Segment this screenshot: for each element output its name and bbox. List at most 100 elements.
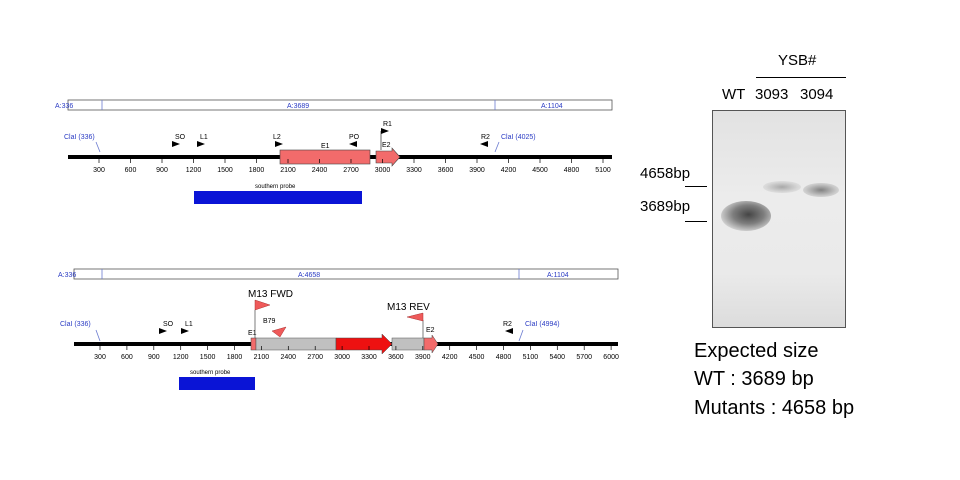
primer-r1 <box>381 128 389 134</box>
probe-bar <box>179 377 255 390</box>
clal-label-left: ClaI (336) <box>60 321 91 328</box>
primer-s0-label: SO <box>163 321 174 328</box>
size-marker-lower: 3689bp <box>640 198 691 215</box>
scale-tick-label: 3300 <box>406 167 422 174</box>
scale-tick-label: 1800 <box>227 354 243 361</box>
primer-s0 <box>159 328 167 334</box>
scale-tick-label: 2400 <box>281 354 297 361</box>
lane-label-3094: 3094 <box>800 86 834 103</box>
segment-bar <box>67 99 613 111</box>
scale-tick-label: 4200 <box>501 167 517 174</box>
band-wt <box>721 201 771 231</box>
size-marker-upper: 4658bp <box>640 165 691 182</box>
lane-label-wt: WT <box>722 86 746 103</box>
scale-tick-label: 4500 <box>532 167 548 174</box>
exon1-label: E1 <box>248 330 257 337</box>
segment-label-right: A:1104 <box>541 103 563 110</box>
scale-tick-label: 5400 <box>550 354 566 361</box>
scale-tick-label: 5100 <box>523 354 539 361</box>
scale-tick-label: 600 <box>121 354 133 361</box>
clal-label-left: ClaI (336) <box>64 134 95 141</box>
scale-tick-label: 4800 <box>496 354 512 361</box>
segment-label-left: A:336 <box>55 103 73 110</box>
scale-tick-label: 5100 <box>595 167 611 174</box>
scale-tick-label: 1500 <box>200 354 216 361</box>
primer-l2 <box>275 141 283 147</box>
expected-size-mutants: Mutants : 4658 bp <box>694 397 855 419</box>
probe-label: southern probe <box>190 370 231 376</box>
scale-tick-label: 2400 <box>312 167 328 174</box>
primer-p0-label: PO <box>349 134 360 141</box>
primer-r2-label: R2 <box>503 321 512 328</box>
cassette-right <box>391 337 425 351</box>
primer-m13rev-label: M13 REV <box>387 302 430 313</box>
primer-l1-label: L1 <box>185 321 193 328</box>
scale-tick-label: 1200 <box>173 354 189 361</box>
expected-size-wt: WT : 3689 bp <box>694 368 814 390</box>
scale-tick-label: 1200 <box>186 167 202 174</box>
scale-tick-label: 2100 <box>254 354 270 361</box>
primer-l1-label: L1 <box>200 134 208 141</box>
scale-tick-label: 1800 <box>249 167 265 174</box>
primer-r2-label: R2 <box>481 134 490 141</box>
clal-label-right: ClaI (4025) <box>501 134 536 141</box>
segment-bar <box>73 268 619 280</box>
probe-label: southern probe <box>255 184 296 190</box>
probe-bar <box>194 191 362 204</box>
southern-blot-image <box>712 110 846 328</box>
mutant-ticks: 300 600 900 1200 1500 1800 2100 2400 2700 3000 330… <box>94 346 619 361</box>
scale-tick-label: 900 <box>156 167 168 174</box>
scale-tick-label: 1500 <box>217 167 233 174</box>
primer-r2 <box>505 328 513 334</box>
scale-tick-label: 3900 <box>469 167 485 174</box>
segment-label-left: A:336 <box>58 272 76 279</box>
exon2-arrow <box>375 147 401 167</box>
size-marker-lower-tick <box>685 221 707 222</box>
scale-tick-label: 3900 <box>415 354 431 361</box>
scale-tick-label: 6000 <box>603 354 619 361</box>
scale-tick-label: 3000 <box>375 167 391 174</box>
primer-l1 <box>197 141 205 147</box>
band-3094 <box>803 183 839 197</box>
scale-tick-label: 2700 <box>343 167 359 174</box>
primer-b79 <box>271 326 287 338</box>
primer-p0 <box>349 141 357 147</box>
clal-label-right: ClaI (4994) <box>525 321 560 328</box>
scale-tick-label: 300 <box>93 167 105 174</box>
primer-b79-label: B79 <box>263 318 276 325</box>
expected-size-title: Expected size <box>694 340 819 362</box>
primer-r2 <box>480 141 488 147</box>
lane-label-3093: 3093 <box>755 86 789 103</box>
primer-s0 <box>172 141 180 147</box>
exon2-label: E2 <box>426 327 435 334</box>
scale-tick-label: 900 <box>148 354 160 361</box>
cassette-left <box>255 337 337 351</box>
primer-m13rev-flag <box>406 312 424 322</box>
primer-s0-label: SO <box>175 134 186 141</box>
scale-tick-label: 4800 <box>564 167 580 174</box>
scale-tick-label: 600 <box>125 167 137 174</box>
primer-l2-label: L2 <box>273 134 281 141</box>
marker-gene-arrow <box>335 333 393 355</box>
scale-tick-label: 300 <box>94 354 106 361</box>
scale-tick-label: 2100 <box>280 167 296 174</box>
blot-group-line <box>756 77 846 78</box>
exon1-box <box>250 337 257 351</box>
primer-m13fwd-flag <box>254 299 271 311</box>
wildtype-ticks: 300 600 900 1200 1500 1800 2100 2400 2700 3000 330… <box>93 159 611 174</box>
scale-tick-label: 4500 <box>469 354 485 361</box>
segment-label-right: A:1104 <box>547 272 569 279</box>
size-marker-upper-tick <box>685 186 707 187</box>
primer-l1 <box>181 328 189 334</box>
band-3093 <box>763 181 801 193</box>
segment-label-middle: A:3689 <box>287 103 309 110</box>
primer-m13fwd-label: M13 FWD <box>248 289 293 300</box>
exon1-label: E1 <box>321 143 330 150</box>
scale-tick-label: 3300 <box>361 354 377 361</box>
exon1-box <box>279 149 371 165</box>
scale-tick-label: 2700 <box>307 354 323 361</box>
scale-tick-label: 4200 <box>442 354 458 361</box>
scale-tick-label: 3600 <box>438 167 454 174</box>
